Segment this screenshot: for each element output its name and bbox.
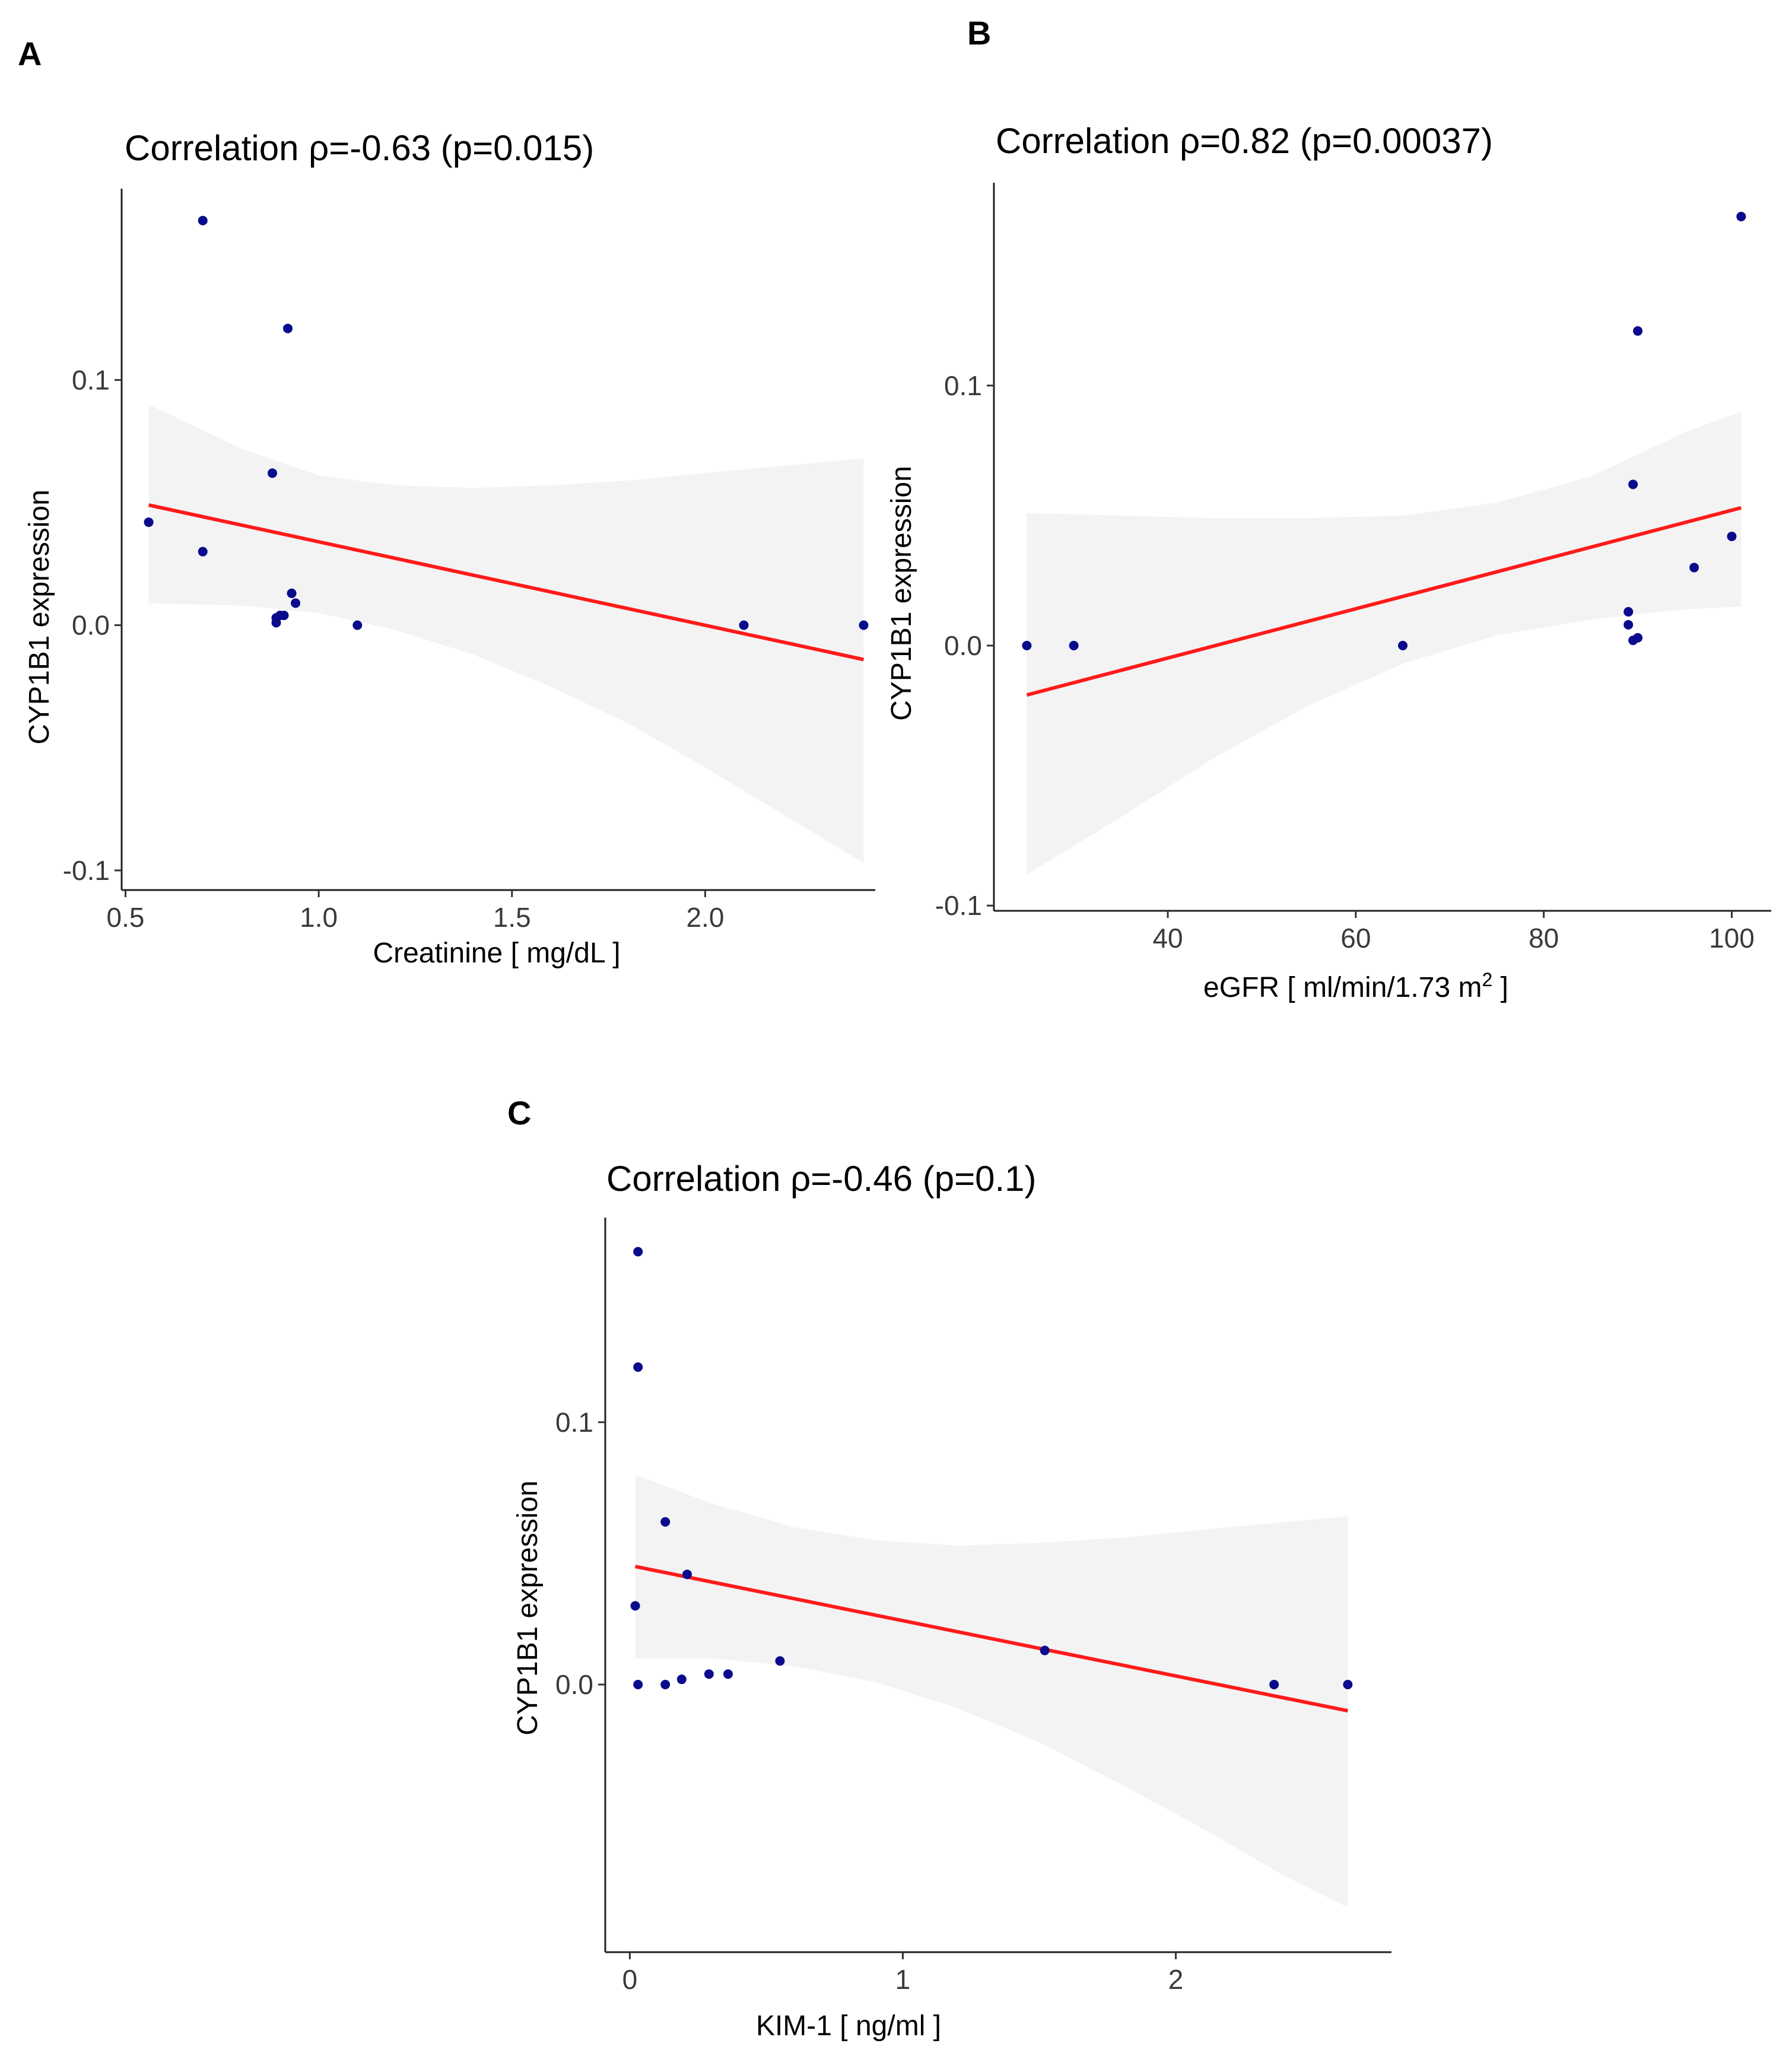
panel-b-data-point-12 [1736, 211, 1746, 221]
panel-a-x-axis-label: Creatinine [ mg/dL ] [373, 938, 620, 969]
panel-c-data-point-2 [633, 1680, 643, 1690]
panel-a-x-tick-label: 0.5 [107, 902, 145, 933]
panel-c-data-point-6 [660, 1517, 671, 1527]
panel-b-x-axis-label: eGFR [ ml/min/1.73 m2 ] [1203, 969, 1508, 1003]
panel-a-y-tick-label: -0.1 [63, 855, 110, 886]
panel-c-confidence-band [635, 1475, 1348, 1908]
panel-b-confidence-band [1027, 411, 1742, 875]
panel-c-x-tick-label: 0 [622, 1964, 638, 1995]
panel-b-data-point-11 [1727, 531, 1737, 541]
panel-a-data-point-3 [198, 546, 208, 557]
panel-b-x-axis-label-end: ] [1492, 972, 1508, 1003]
panel-b-y-tick-label: 0.0 [944, 630, 982, 661]
panel-b-y-tick-label: -0.1 [935, 890, 982, 921]
panel-a-title: Correlation ρ=-0.63 (p=0.015) [125, 128, 594, 168]
panel-a-data-point-12 [352, 620, 363, 630]
panel-a-data-point-11 [291, 598, 301, 608]
panel-b-data-point-8 [1633, 633, 1643, 643]
panel-b-data-point-1 [1022, 641, 1032, 651]
panel-a-confidence-band [148, 404, 864, 863]
panel-b-title: Correlation ρ=0.82 (p=0.00037) [996, 121, 1493, 161]
panel-c-data-point-10 [723, 1669, 733, 1679]
panel-a-data-point-2 [198, 215, 208, 225]
panel-a-y-axis-label: CYP1B1 expression [24, 490, 55, 745]
panel-c-data-point-8 [682, 1569, 692, 1580]
panel-a-regression-line [148, 503, 865, 662]
panel-b-data-point-5 [1623, 607, 1634, 617]
panel-c-data-point-1 [630, 1601, 640, 1611]
panel-a-data-point-9 [283, 323, 293, 333]
panel-b-x-tick-label: 100 [1709, 923, 1755, 954]
panel-c-data-point-11 [775, 1656, 785, 1666]
panel-c-data-point-9 [704, 1669, 714, 1679]
panel-b: B Correlation ρ=0.82 (p=0.00037) eGFR [ … [886, 14, 1771, 1003]
panel-c-x-axis-label: KIM-1 [ ng/ml ] [756, 2010, 941, 2042]
panel-c-data-point-5 [660, 1680, 671, 1690]
panel-c-data-point-14 [1343, 1680, 1353, 1690]
panel-a-data-point-10 [287, 588, 297, 598]
panel-a-x-tick-label: 2.0 [686, 902, 724, 933]
panel-letter-a: A [18, 35, 42, 72]
panel-c-x-tick-label: 2 [1168, 1964, 1184, 1995]
panel-b-x-tick-label: 40 [1152, 923, 1183, 954]
panel-c-y-tick-label: 0.1 [555, 1407, 593, 1438]
panel-c-title: Correlation ρ=-0.46 (p=0.1) [606, 1159, 1037, 1199]
panel-c-y-axis-label: CYP1B1 expression [512, 1480, 544, 1736]
panel-a-data-point-4 [268, 468, 277, 478]
panel-c-data-point-12 [1040, 1645, 1050, 1655]
panel-a-data-point-14 [859, 620, 869, 630]
panel-a-data-point-1 [144, 517, 154, 527]
panel-b-x-axis-label-superscript: 2 [1482, 969, 1492, 990]
panel-letter-c: C [507, 1094, 531, 1132]
panel-c-x-tick-label: 1 [895, 1964, 911, 1995]
panel-b-x-tick-label: 80 [1529, 923, 1559, 954]
panel-b-data-point-10 [1689, 563, 1699, 573]
panel-a-y-tick-label: 0.0 [72, 610, 110, 641]
panel-a-y-tick-label: 0.1 [72, 364, 110, 395]
panel-a-data-point-13 [739, 620, 749, 630]
panel-b-data-point-6 [1628, 479, 1638, 490]
panel-c-regression-line [635, 1565, 1348, 1713]
panel-a: A Correlation ρ=-0.63 (p=0.015) Creatini… [18, 35, 875, 969]
panel-a-x-tick-label: 1.0 [300, 902, 338, 933]
panel-c-data-point-4 [633, 1362, 643, 1372]
panel-b-y-axis-label: CYP1B1 expression [886, 466, 917, 721]
panel-c-data-point-13 [1269, 1680, 1279, 1690]
panel-c-data-point-3 [633, 1247, 643, 1257]
panel-b-data-point-4 [1623, 619, 1634, 630]
panel-b-data-point-3 [1398, 641, 1408, 651]
panel-b-regression-line [1026, 506, 1742, 697]
panel-a-x-tick-label: 1.5 [493, 902, 531, 933]
panel-c: C Correlation ρ=-0.46 (p=0.1) KIM-1 [ ng… [507, 1094, 1391, 2042]
panel-a-data-point-8 [279, 611, 289, 621]
panel-b-data-point-9 [1633, 326, 1643, 336]
panel-b-y-tick-label: 0.1 [944, 370, 982, 401]
panel-letter-b: B [967, 14, 991, 52]
panel-b-x-tick-label: 60 [1340, 923, 1371, 954]
panel-b-x-axis-label-main: eGFR [ ml/min/1.73 m [1203, 972, 1482, 1003]
panel-c-y-tick-label: 0.0 [555, 1669, 593, 1700]
panel-c-data-point-7 [676, 1674, 687, 1685]
panel-b-data-point-2 [1069, 641, 1079, 651]
